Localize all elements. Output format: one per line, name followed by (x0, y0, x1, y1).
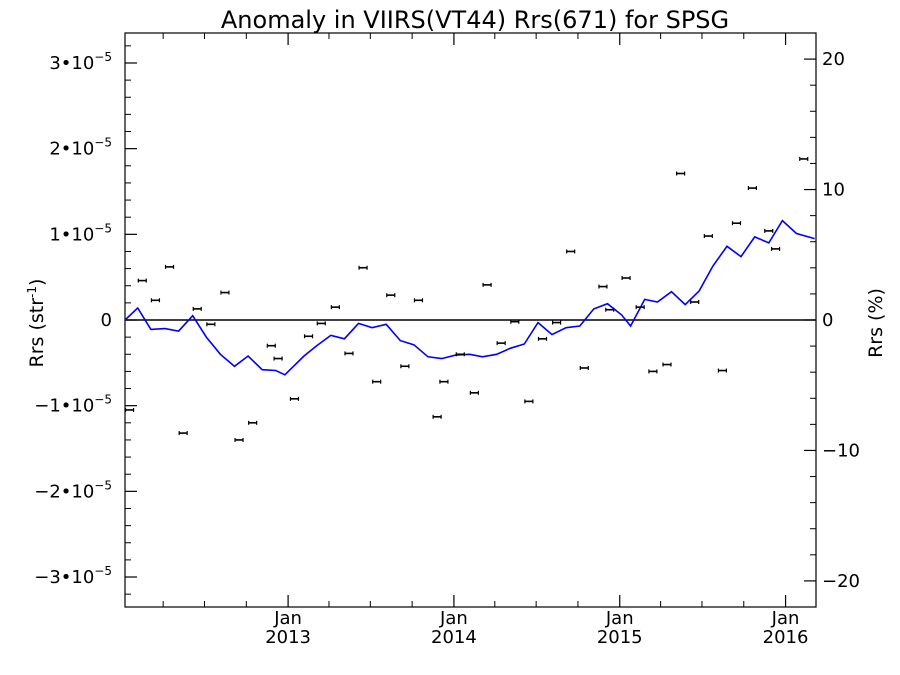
data-point (482, 282, 492, 287)
y-axis-label-left: Rrs (str-1) (25, 279, 48, 368)
data-point (386, 293, 396, 298)
data-point (524, 399, 534, 404)
anomaly-line-series (124, 219, 815, 376)
data-point (537, 336, 548, 341)
data-point (648, 369, 658, 374)
data-point (330, 305, 340, 310)
y-left-tick-label-base: −1•10 (34, 396, 94, 417)
y-left-tick-label-base: 0 (101, 310, 112, 331)
data-point (799, 156, 809, 161)
data-point (164, 264, 175, 269)
y-right-tick-label: 20 (822, 49, 845, 70)
data-point (551, 320, 562, 325)
data-point (579, 365, 589, 370)
data-point (192, 306, 202, 311)
data-point (273, 356, 283, 361)
data-point (432, 414, 442, 419)
y-left-tick-label: 1•10−5 (49, 221, 112, 245)
data-point (303, 334, 314, 339)
y-left-tick-label-base: −3•10 (34, 567, 94, 588)
y-right-tick-label: 0 (822, 310, 833, 331)
y-left-tick-label-exp: −5 (94, 393, 112, 407)
data-point (248, 420, 258, 425)
y-left-tick-label: 0 (101, 310, 112, 331)
y-right-tick-label: −20 (822, 571, 860, 592)
data-point (124, 407, 135, 412)
data-point (690, 300, 700, 305)
data-point (178, 431, 188, 436)
data-point (770, 246, 781, 251)
data-point (469, 390, 479, 395)
y-axis-label-left-end: ) (26, 279, 48, 286)
anomaly-line (124, 219, 815, 376)
data-point (439, 379, 449, 384)
data-point (400, 364, 410, 369)
data-point (566, 249, 576, 254)
data-point (358, 265, 368, 270)
data-point (289, 396, 300, 401)
data-point (316, 321, 326, 326)
x-tick-label-month: Jan (771, 608, 800, 629)
data-point (703, 234, 713, 239)
data-point (220, 290, 230, 295)
y-left-tick-label-exp: −5 (94, 221, 112, 235)
axis-tick-labels: 3•10−52•10−51•10−50−1•10−5−2•10−5−3•10−5… (34, 49, 860, 648)
x-tick-label-month: Jan (605, 608, 634, 629)
data-point (764, 228, 774, 233)
y-right-tick-label: −10 (822, 440, 860, 461)
x-tick-label-year: 2015 (597, 627, 643, 648)
data-point (598, 284, 608, 289)
x-tick-label-month: Jan (273, 608, 302, 629)
y-left-tick-label-base: −2•10 (34, 481, 94, 502)
data-point (137, 278, 147, 283)
data-point (344, 351, 354, 356)
y-left-tick-label-base: 1•10 (49, 224, 94, 245)
y-left-tick-label: 2•10−5 (49, 136, 112, 160)
y-right-tick-label: 10 (822, 180, 845, 201)
anomaly-point-series (124, 156, 809, 442)
y-left-tick-label: −1•10−5 (34, 393, 112, 417)
data-point (717, 368, 728, 373)
data-point (605, 307, 615, 312)
x-tick-label-year: 2014 (431, 627, 477, 648)
y-left-tick-label-base: 3•10 (49, 53, 94, 74)
data-point (455, 352, 465, 357)
y-left-tick-label-exp: −5 (94, 564, 112, 578)
chart-title: Anomaly in VIIRS(VT44) Rrs(671) for SPSG (221, 6, 729, 34)
data-point (731, 221, 742, 226)
data-point (372, 379, 382, 384)
data-point (676, 171, 686, 176)
y-axis-label-left-base: Rrs (str (26, 298, 48, 368)
y-left-tick-label-base: 2•10 (49, 139, 94, 160)
data-point (266, 343, 276, 348)
x-tick-label-year: 2013 (265, 627, 311, 648)
y-axis-label-left-sup: -1 (25, 286, 39, 298)
data-point (662, 362, 672, 367)
data-point (496, 341, 506, 346)
y-left-tick-label-exp: −5 (94, 478, 112, 492)
y-left-tick-label: −3•10−5 (34, 564, 112, 588)
data-point (510, 319, 520, 324)
y-left-tick-label-exp: −5 (94, 50, 112, 64)
x-tick-label-year: 2016 (763, 627, 809, 648)
x-tick-label-month: Jan (439, 608, 468, 629)
data-point (747, 186, 757, 191)
y-left-tick-label: 3•10−5 (49, 50, 112, 74)
y-axis-label-right: Rrs (%) (865, 288, 887, 358)
data-point (150, 298, 161, 303)
y-left-tick-label-exp: −5 (94, 136, 112, 150)
y-left-tick-label: −2•10−5 (34, 478, 112, 502)
data-point (621, 276, 631, 281)
data-point (413, 298, 424, 303)
data-point (635, 305, 645, 310)
data-point (234, 437, 244, 442)
data-point (206, 322, 216, 327)
